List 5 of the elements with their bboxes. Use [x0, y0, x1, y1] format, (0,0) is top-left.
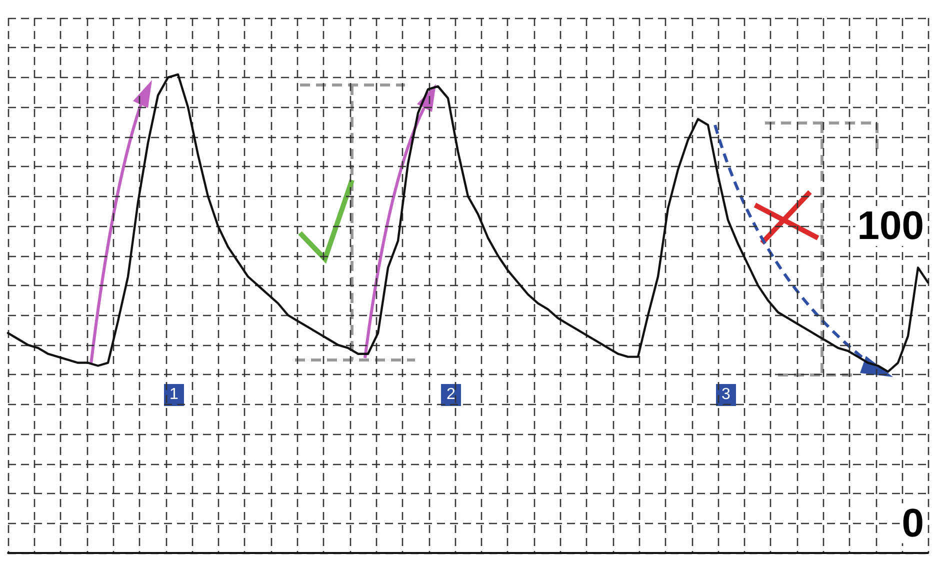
- annotation: 2: [441, 384, 461, 406]
- annotation: 3: [716, 384, 736, 406]
- y-tick-label: 100: [857, 204, 924, 248]
- y-tick-label: 0: [902, 501, 924, 546]
- annotation: 1: [164, 384, 184, 406]
